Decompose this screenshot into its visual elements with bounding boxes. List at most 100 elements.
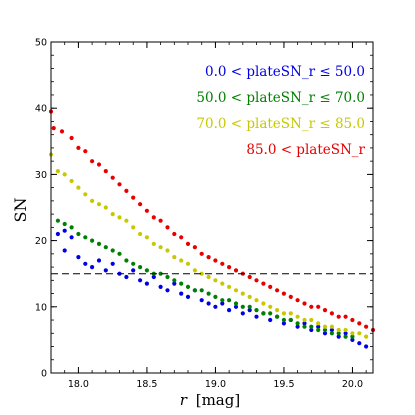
- data-point-s1-21: [199, 288, 204, 293]
- y-tick-label-4: 40: [35, 104, 47, 115]
- data-point-s0-25: [220, 301, 225, 306]
- data-point-s3-25: [220, 261, 225, 266]
- plot-frame: [50, 41, 374, 374]
- data-point-s1-42: [343, 334, 348, 339]
- data-point-s2-26: [227, 284, 232, 289]
- data-point-s0-46: [364, 344, 369, 349]
- data-point-s3-19: [179, 235, 184, 240]
- data-point-s0-19: [179, 291, 184, 296]
- data-point-s0-16: [158, 284, 163, 289]
- legend-entry-1: 50.0 < plateSN_r ≤ 70.0: [196, 90, 365, 106]
- data-point-s0-37: [302, 321, 307, 326]
- data-point-s1-12: [138, 265, 143, 270]
- data-point-s3-6: [90, 159, 95, 164]
- data-point-s3-14: [144, 208, 149, 213]
- data-point-s2-45: [357, 331, 362, 336]
- y-tick-label-1: 10: [35, 302, 47, 313]
- data-point-s0-44: [350, 337, 355, 342]
- data-point-s1-33: [281, 317, 286, 323]
- data-point-s0-9: [110, 261, 115, 266]
- data-point-s1-13: [144, 268, 149, 273]
- data-point-s3-16: [158, 218, 163, 223]
- data-point-s0-3: [62, 248, 67, 253]
- data-point-s0-8: [103, 268, 108, 273]
- data-point-s1-41: [336, 331, 341, 336]
- y-axis-label: SN: [11, 198, 30, 223]
- data-point-s0-34: [281, 321, 286, 326]
- data-point-s2-38: [309, 317, 314, 323]
- data-point-s2-39: [316, 321, 321, 326]
- data-point-s2-37: [302, 317, 307, 323]
- data-point-s2-29: [247, 294, 252, 299]
- data-point-s0-40: [322, 331, 328, 336]
- data-point-s3-8: [103, 169, 108, 174]
- data-point-s3-26: [227, 265, 232, 270]
- data-point-s1-2: [69, 225, 74, 230]
- data-point-s0-30: [254, 314, 259, 319]
- data-point-s0-41: [329, 327, 334, 333]
- data-point-s1-20: [192, 288, 197, 293]
- data-point-s2-35: [288, 311, 293, 316]
- data-point-s3-43: [343, 314, 348, 319]
- data-point-s3-9: [110, 175, 115, 180]
- data-point-s0-12: [131, 268, 136, 273]
- x-tick-label-1: 18.5: [136, 379, 157, 390]
- data-point-s3-31: [261, 281, 266, 286]
- data-point-s1-19: [185, 284, 191, 289]
- data-point-s0-0: [55, 231, 61, 237]
- data-point-s1-28: [247, 304, 252, 309]
- data-point-s3-23: [206, 255, 211, 260]
- x-tick-label-4: 20.0: [342, 379, 363, 390]
- data-point-s0-28: [240, 311, 245, 316]
- ticks-layer: 18.0 18.5 19.0 19.5 20.0 0 10 20 30 40 50: [35, 38, 373, 390]
- data-point-s0-36: [295, 324, 300, 329]
- data-point-s3-38: [309, 304, 314, 309]
- data-point-s2-32: [268, 304, 273, 309]
- data-point-s1-11: [131, 261, 136, 266]
- x-tick-label-0: 18.0: [68, 379, 89, 390]
- data-point-s3-22: [199, 251, 204, 256]
- data-point-s0-22: [199, 298, 204, 303]
- data-point-s1-16: [165, 274, 170, 280]
- data-point-s0-20: [185, 294, 191, 299]
- data-point-s0-18: [172, 281, 177, 286]
- data-point-s2-5: [83, 192, 88, 197]
- data-point-s2-23: [206, 274, 211, 280]
- data-point-s1-30: [261, 311, 266, 316]
- data-point-s2-27: [233, 288, 239, 293]
- x-axis-label: r [mag]: [180, 391, 240, 409]
- data-point-s3-13: [138, 202, 143, 207]
- data-point-s3-33: [275, 288, 280, 293]
- data-point-s1-37: [309, 324, 314, 329]
- data-point-s2-43: [343, 327, 348, 333]
- data-point-s2-6: [90, 198, 95, 203]
- data-point-s0-13: [138, 278, 143, 283]
- data-point-s2-36: [295, 314, 300, 319]
- data-point-s1-3: [76, 231, 81, 237]
- data-point-s1-38: [316, 327, 321, 333]
- data-point-s0-24: [213, 304, 218, 309]
- legend-entry-2: 70.0 < plateSN_r ≤ 85.0: [196, 116, 365, 132]
- data-point-s3-44: [350, 317, 355, 323]
- data-point-s2-17: [165, 248, 170, 253]
- data-point-s0-26: [227, 308, 232, 313]
- legend-entry-3: 85.0 < plateSN_r: [246, 142, 365, 158]
- data-point-s2-40: [322, 324, 328, 329]
- data-point-s3-5: [83, 149, 88, 154]
- data-point-s2-2: [62, 172, 67, 177]
- data-point-s1-4: [83, 235, 88, 240]
- data-point-s3-20: [185, 241, 191, 246]
- data-point-s0-1: [62, 228, 67, 233]
- y-tick-label-3: 30: [35, 170, 47, 181]
- data-point-s1-25: [227, 298, 232, 303]
- data-point-s3-34: [281, 291, 286, 296]
- data-point-s0-15: [151, 274, 156, 280]
- data-point-s3-12: [131, 195, 136, 200]
- data-point-s2-44: [350, 331, 355, 336]
- data-point-s3-37: [302, 301, 307, 306]
- data-point-s3-24: [213, 258, 218, 263]
- data-point-s1-18: [179, 281, 184, 286]
- data-point-s3-2: [59, 129, 65, 134]
- data-point-s3-45: [357, 321, 362, 326]
- data-point-s1-6: [96, 241, 102, 246]
